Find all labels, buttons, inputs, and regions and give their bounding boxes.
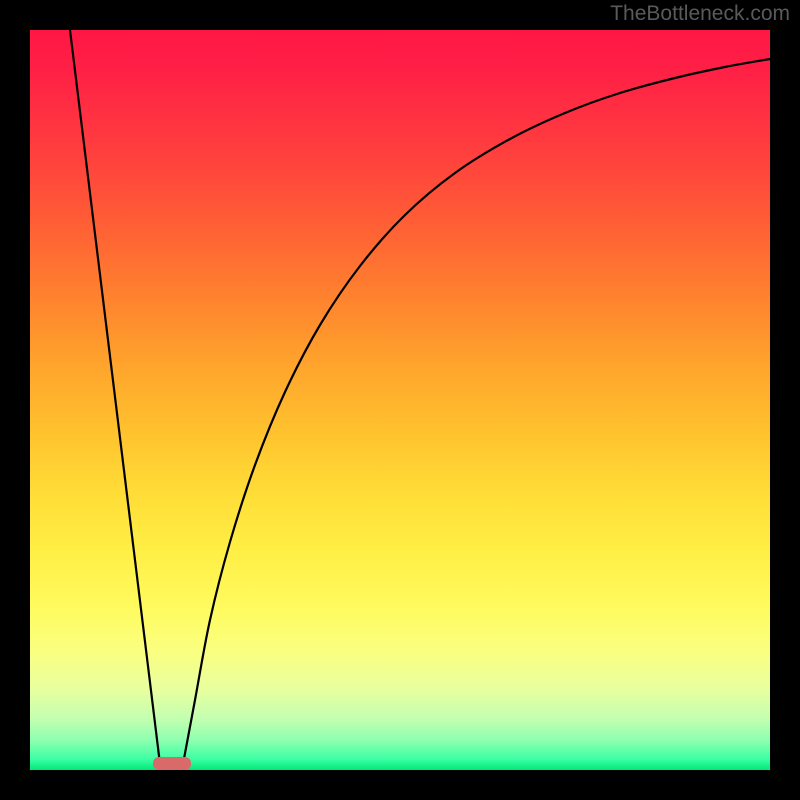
plot-background	[30, 30, 770, 770]
watermark-text: TheBottleneck.com	[610, 2, 790, 26]
trough-marker	[153, 757, 191, 770]
bottleneck-chart: TheBottleneck.com	[0, 0, 800, 800]
chart-svg	[0, 0, 800, 800]
